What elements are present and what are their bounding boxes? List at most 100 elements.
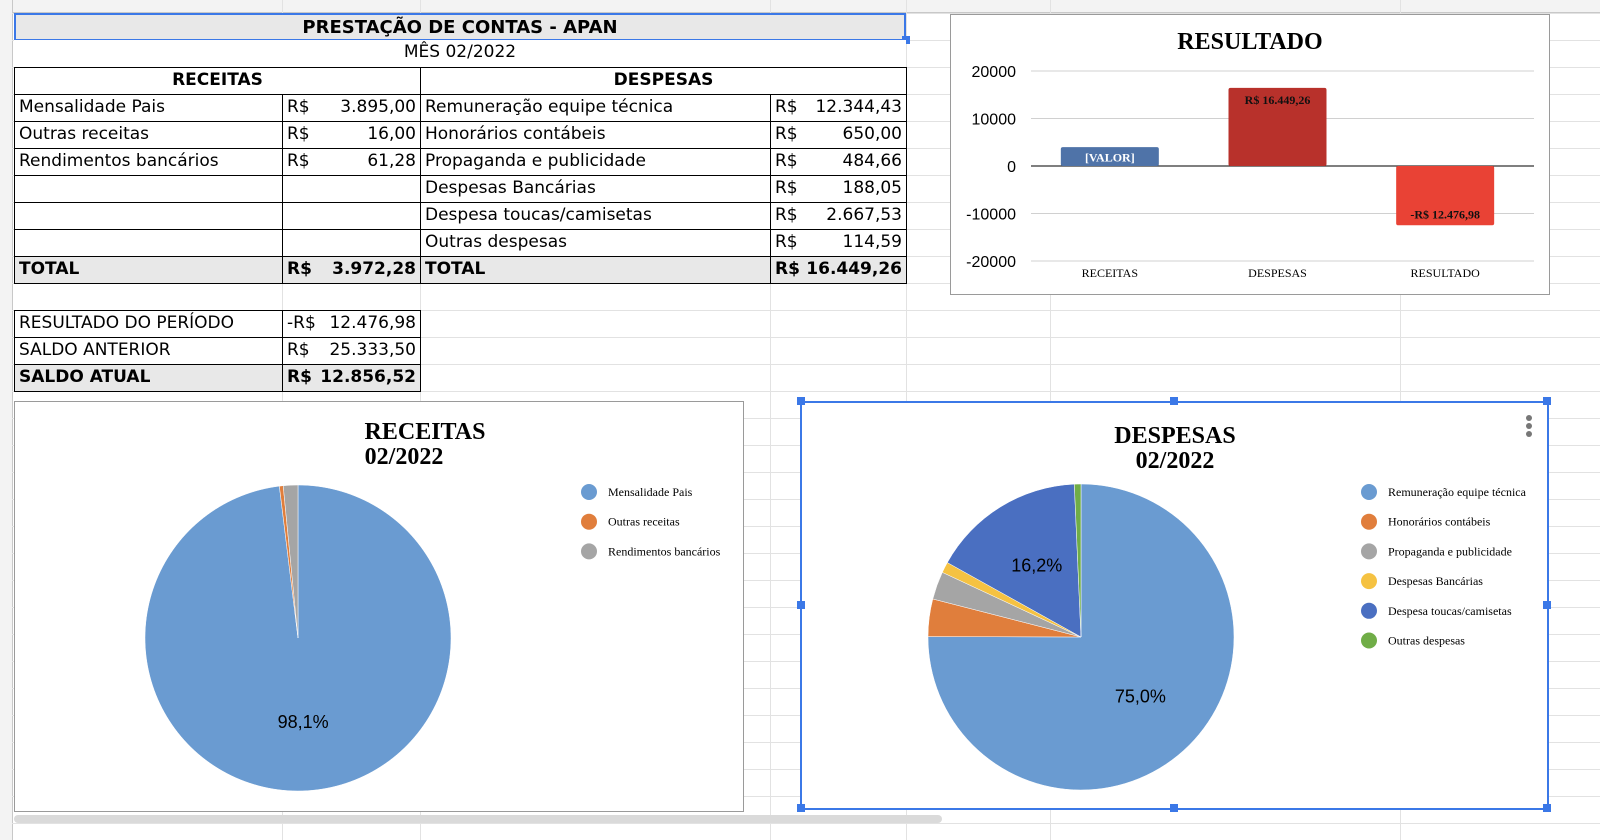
- legend-marker: [581, 513, 597, 530]
- resize-handle[interactable]: [797, 804, 805, 812]
- legend-label: Outras despesas: [1388, 634, 1465, 648]
- receita-label-cell[interactable]: [14, 229, 283, 257]
- receita-label-cell[interactable]: Outras receitas: [14, 121, 283, 149]
- despesa-label-cell[interactable]: Despesa toucas/camisetas: [420, 202, 771, 230]
- bar-data-label: -R$ 12.476,98: [1410, 207, 1480, 221]
- despesa-label-cell[interactable]: Propaganda e publicidade: [420, 148, 771, 176]
- legend-label: Honorários contábeis: [1388, 515, 1491, 529]
- legend-label: Mensalidade Pais: [608, 485, 693, 499]
- receita-label-cell[interactable]: Mensalidade Pais: [14, 94, 283, 122]
- legend-label: Remuneração equipe técnica: [1388, 485, 1527, 499]
- receita-value-cell[interactable]: [282, 229, 421, 257]
- gridline: [12, 364, 1600, 365]
- currency-symbol: R$: [775, 232, 798, 252]
- summary-value-cell[interactable]: -R$ 12.476,98: [282, 310, 421, 338]
- legend-marker: [1361, 484, 1377, 500]
- despesa-value-cell[interactable]: R$ 114,59: [770, 229, 907, 257]
- despesa-value-cell[interactable]: R$ 12.344,43: [770, 94, 907, 122]
- currency-symbol: R$: [775, 205, 798, 225]
- despesa-label-cell[interactable]: Remuneração equipe técnica: [420, 94, 771, 122]
- resize-handle[interactable]: [1543, 804, 1551, 812]
- x-tick-label: RESULTADO: [1411, 266, 1481, 280]
- receitas-pie-chart[interactable]: RECEITAS 02/2022 98,1% Mensalidade Pais Ou…: [14, 401, 744, 812]
- total-despesas-label[interactable]: TOTAL: [420, 256, 771, 284]
- currency-symbol: R$: [287, 340, 310, 360]
- legend-label: Despesa toucas/camisetas: [1388, 604, 1512, 618]
- chart-title: RESULTADO: [1177, 29, 1322, 55]
- despesa-value-cell[interactable]: R$ 188,05: [770, 175, 907, 203]
- more-options-icon[interactable]: [1526, 415, 1532, 437]
- receita-value-cell[interactable]: R$ 3.895,00: [282, 94, 421, 122]
- sheet-title[interactable]: PRESTAÇÃO DE CONTAS - APAN: [14, 13, 906, 41]
- summary-value-cell[interactable]: R$ 25.333,50: [282, 337, 421, 365]
- amount: 2.667,53: [826, 205, 902, 225]
- summary-label-cell[interactable]: SALDO ATUAL: [14, 364, 283, 392]
- resize-handle[interactable]: [1170, 804, 1178, 812]
- receita-label-cell[interactable]: Rendimentos bancários: [14, 148, 283, 176]
- despesa-label-cell[interactable]: Despesas Bancárias: [420, 175, 771, 203]
- y-tick-label: -20000: [966, 254, 1016, 271]
- amount: 12.476,98: [329, 313, 416, 333]
- gridline: [12, 391, 1600, 392]
- horizontal-scrollbar[interactable]: [14, 815, 942, 823]
- chart-subtitle: 02/2022: [365, 444, 444, 470]
- receita-value-cell[interactable]: R$ 16,00: [282, 121, 421, 149]
- receita-label-cell[interactable]: [14, 202, 283, 230]
- amount: 25.333,50: [329, 340, 416, 360]
- despesas-pie-svg: DESPESAS 02/2022 75,0% 16,2% Remuneração e…: [927, 415, 1532, 791]
- bar-despesas: [1228, 87, 1327, 166]
- amount: 12.856,52: [320, 367, 416, 387]
- despesa-label-cell[interactable]: Outras despesas: [420, 229, 771, 257]
- currency-symbol: -R$: [287, 313, 316, 333]
- bar-data-label: R$ 16.449,26: [1245, 93, 1311, 107]
- row-header-bar[interactable]: [0, 0, 13, 840]
- amount: 3.895,00: [340, 97, 416, 117]
- legend-label: Outras receitas: [608, 515, 680, 529]
- total-receitas-label[interactable]: TOTAL: [14, 256, 283, 284]
- selection-handle[interactable]: [902, 36, 910, 44]
- amount: 16,00: [367, 124, 416, 144]
- y-tick-label: 20000: [972, 64, 1017, 81]
- summary-value-cell[interactable]: R$ 12.856,52: [282, 364, 421, 392]
- receita-value-cell[interactable]: R$ 61,28: [282, 148, 421, 176]
- resultado-chart[interactable]: RESULTADO 20000 10000 0 -10000 -20000 [VALOR]…: [950, 14, 1550, 295]
- despesas-header[interactable]: DESPESAS: [420, 67, 907, 95]
- resize-handle[interactable]: [1543, 397, 1551, 405]
- pie-slice: [1074, 483, 1082, 638]
- column-header-bar[interactable]: [0, 0, 1600, 13]
- bar-receitas: [1060, 147, 1159, 166]
- summary-label-cell[interactable]: SALDO ANTERIOR: [14, 337, 283, 365]
- bar-resultado: [1396, 166, 1495, 226]
- total-despesas-value[interactable]: R$ 16.449,26: [770, 256, 907, 284]
- month-label[interactable]: MÊS 02/2022: [14, 40, 906, 68]
- amount: 114,59: [842, 232, 902, 252]
- legend-marker: [581, 543, 597, 560]
- y-tick-label: 10000: [972, 112, 1017, 129]
- chart-title: RECEITAS: [365, 419, 486, 445]
- summary-label-cell[interactable]: RESULTADO DO PERÍODO: [14, 310, 283, 338]
- despesa-value-cell[interactable]: R$ 484,66: [770, 148, 907, 176]
- resize-handle[interactable]: [1543, 601, 1551, 609]
- total-receitas-value[interactable]: R$ 3.972,28: [282, 256, 421, 284]
- legend-label: Propaganda e publicidade: [1388, 544, 1512, 558]
- y-tick-label: 0: [1007, 159, 1016, 176]
- despesas-pie-chart[interactable]: DESPESAS 02/2022 75,0% 16,2% Remuneração e…: [800, 401, 1549, 810]
- despesa-value-cell[interactable]: R$ 650,00: [770, 121, 907, 149]
- legend-marker: [1361, 513, 1377, 530]
- receita-value-cell[interactable]: [282, 202, 421, 230]
- despesa-label-cell[interactable]: Honorários contábeis: [420, 121, 771, 149]
- resize-handle[interactable]: [797, 397, 805, 405]
- receitas-header[interactable]: RECEITAS: [14, 67, 421, 95]
- receita-label-cell[interactable]: [14, 175, 283, 203]
- pie-slice: [927, 483, 1235, 791]
- currency-symbol: R$: [775, 124, 798, 144]
- gridline: [770, 0, 771, 840]
- resize-handle[interactable]: [797, 601, 805, 609]
- resize-handle[interactable]: [1170, 397, 1178, 405]
- currency-symbol: R$: [775, 259, 800, 279]
- receita-value-cell[interactable]: [282, 175, 421, 203]
- amount: 484,66: [842, 151, 902, 171]
- legend-marker: [1361, 573, 1377, 590]
- despesa-value-cell[interactable]: R$ 2.667,53: [770, 202, 907, 230]
- currency-symbol: R$: [287, 367, 312, 387]
